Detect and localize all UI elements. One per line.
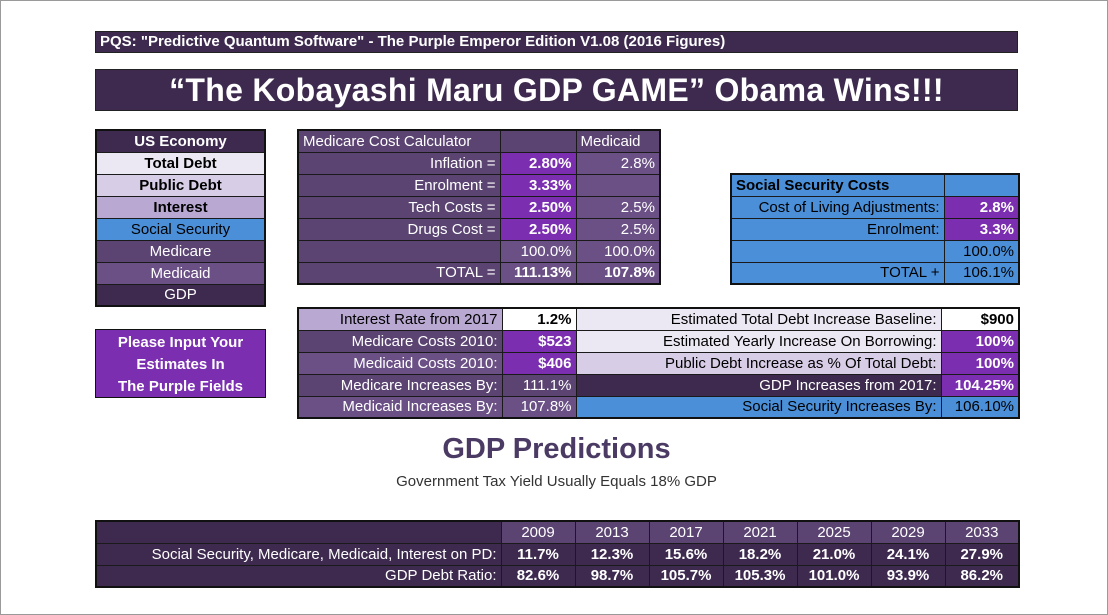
legend-public-debt: Public Debt [95,173,266,197]
legend-interest: Interest [95,195,266,219]
param-label-medicare-costs: Medicare Costs 2010: [297,329,503,353]
title-banner: “The Kobayashi Maru GDP GAME” Obama Wins… [95,69,1018,111]
medicaid-costs-input[interactable]: $406 [501,351,577,375]
year-header: 2029 [870,520,946,544]
prediction-cell: 82.6% [500,564,576,588]
input-prompt-box: Please Input Your Estimates In The Purpl… [95,329,266,398]
calc-label-inflation: Inflation = [297,151,501,175]
prediction-cell: 12.3% [574,542,650,566]
prediction-cell: 86.2% [944,564,1020,588]
gdp-predictions-subtitle: Government Tax Yield Usually Equals 18% … [396,473,717,490]
calc-label-blank [297,239,501,263]
gdp-increase-input[interactable]: 104.25% [940,373,1020,397]
medicare-tech-costs-input[interactable]: 2.50% [499,195,577,219]
param-label-debt-baseline: Estimated Total Debt Increase Baseline: [575,307,942,331]
ss-cola-input[interactable]: 2.8% [943,195,1020,219]
legend-gdp: GDP [95,283,266,307]
gdp-predictions-title: GDP Predictions [442,433,671,465]
prediction-cell: 18.2% [722,542,798,566]
medicare-drugs-cost-input[interactable]: 2.50% [499,217,577,241]
param-label-yearly-borrowing: Estimated Yearly Increase On Borrowing: [575,329,942,353]
input-prompt-line-1: Please Input Your [117,334,244,351]
medicare-calc-heading: Medicare Cost Calculator [297,129,501,153]
input-prompt-line-3: The Purple Fields [117,378,244,395]
prediction-cell: 27.9% [944,542,1020,566]
predictions-table: 2009 2013 2017 2021 2025 2029 2033 Socia… [95,520,1020,588]
ss-label-total: TOTAL + [730,261,945,285]
interest-rate-input[interactable]: 1.2% [501,307,577,331]
prediction-row-label-spending: Social Security, Medicare, Medicaid, Int… [95,542,502,566]
ss-increase-value: 106.10% [940,395,1020,419]
us-economy-table: US Economy Total Debt Public Debt Intere… [95,129,266,307]
legend-medicare: Medicare [95,239,266,263]
year-header: 2033 [944,520,1020,544]
param-label-gdp-increase: GDP Increases from 2017: [575,373,942,397]
medicaid-inflation: 2.8% [575,151,661,175]
param-label-medicare-increase: Medicare Increases By: [297,373,503,397]
calc-label-tech-costs: Tech Costs = [297,195,501,219]
medicare-inflation-input[interactable]: 2.80% [499,151,577,175]
input-prompt-line-2: Estimates In [136,356,225,373]
medicare-costs-input[interactable]: $523 [501,329,577,353]
calc-label-total: TOTAL = [297,261,501,285]
ss-total: 106.1% [943,261,1020,285]
parameters-table: Interest Rate from 2017 1.2% Estimated T… [297,307,1020,419]
param-label-ss-increase: Social Security Increases By: [575,395,942,419]
medicaid-enrolment [575,173,661,197]
calc-label-enrolment: Enrolment = [297,173,501,197]
prediction-cell: 105.7% [648,564,724,588]
param-label-interest-rate: Interest Rate from 2017 [297,307,503,331]
prediction-cell: 98.7% [574,564,650,588]
prediction-cell: 21.0% [796,542,872,566]
prediction-cell: 11.7% [500,542,576,566]
year-header: 2009 [500,520,576,544]
medicaid-drugs-cost: 2.5% [575,217,661,241]
prediction-cell: 93.9% [870,564,946,588]
medicaid-heading: Medicaid [575,129,661,153]
debt-baseline-input[interactable]: $900 [940,307,1020,331]
ss-heading: Social Security Costs [730,173,945,197]
medicaid-tech-costs: 2.5% [575,195,661,219]
medicare-base: 100.0% [499,239,577,263]
ss-label-blank [730,239,945,263]
prediction-cell: 15.6% [648,542,724,566]
year-header: 2025 [796,520,872,544]
ss-label-enrolment: Enrolment: [730,217,945,241]
legend-total-debt: Total Debt [95,151,266,175]
year-header: 2013 [574,520,650,544]
param-label-medicaid-increase: Medicaid Increases By: [297,395,503,419]
medicaid-increase-value: 107.8% [501,395,577,419]
calc-label-drugs-cost: Drugs Cost = [297,217,501,241]
medicaid-total: 107.8% [575,261,661,285]
prediction-row-label-debt-ratio: GDP Debt Ratio: [95,564,502,588]
param-label-public-debt-pct: Public Debt Increase as % Of Total Debt: [575,351,942,375]
legend-social-security: Social Security [95,217,266,241]
prediction-cell: 24.1% [870,542,946,566]
subtitle-banner: PQS: "Predictive Quantum Software" - The… [95,31,1018,53]
year-header: 2017 [648,520,724,544]
medicare-enrolment-input[interactable]: 3.33% [499,173,577,197]
param-label-medicaid-costs: Medicaid Costs 2010: [297,351,503,375]
ss-base: 100.0% [943,239,1020,263]
yearly-borrowing-input[interactable]: 100% [940,329,1020,353]
prediction-cell: 105.3% [722,564,798,588]
public-debt-pct-input[interactable]: 100% [940,351,1020,375]
medicare-increase-value: 111.1% [501,373,577,397]
ss-enrolment-input[interactable]: 3.3% [943,217,1020,241]
us-economy-heading: US Economy [95,129,266,153]
legend-medicaid: Medicaid [95,261,266,285]
prediction-cell: 101.0% [796,564,872,588]
medicare-total: 111.13% [499,261,577,285]
medicare-calculator-table: Medicare Cost Calculator Medicaid Inflat… [297,129,661,285]
ss-label-cola: Cost of Living Adjustments: [730,195,945,219]
social-security-table: Social Security Costs Cost of Living Adj… [730,173,1020,285]
medicaid-base: 100.0% [575,239,661,263]
year-header: 2021 [722,520,798,544]
